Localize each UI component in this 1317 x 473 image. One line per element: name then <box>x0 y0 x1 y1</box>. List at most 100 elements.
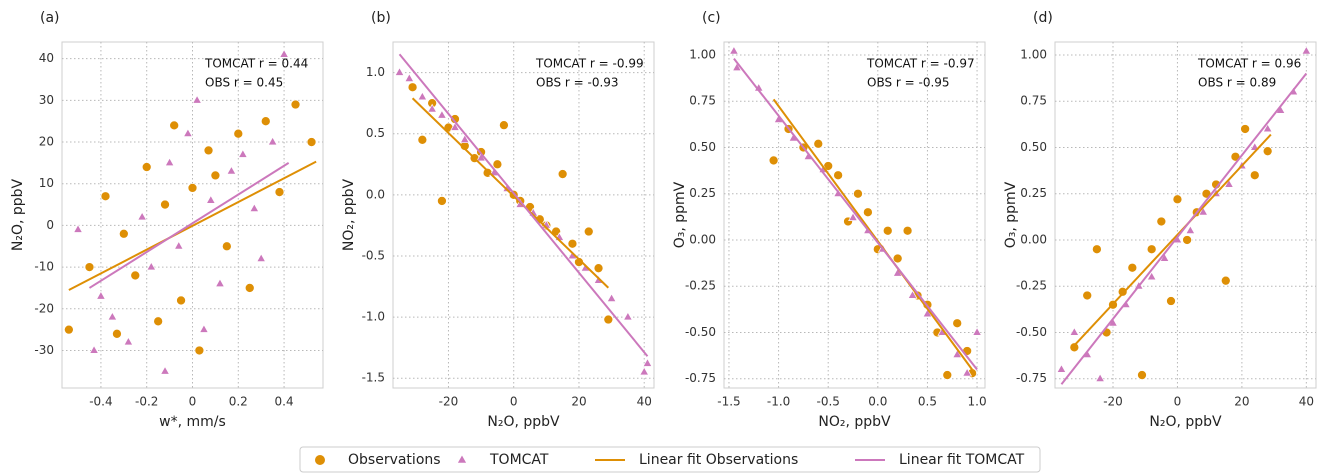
triangle-point <box>160 365 170 375</box>
triangle-point <box>123 336 134 346</box>
triangle-point <box>183 128 193 137</box>
annotation: OBS r = -0.95 <box>867 76 950 90</box>
annotation: TOMCAT r = 0.96 <box>1197 57 1301 71</box>
triangle-point <box>639 366 650 376</box>
circle-point <box>141 162 152 172</box>
circle-point <box>260 116 271 127</box>
triangle-point <box>1056 363 1067 373</box>
circle-point <box>100 191 111 202</box>
plot-frame <box>723 41 986 389</box>
triangle-point <box>417 91 428 101</box>
circle-point <box>1127 262 1138 273</box>
triangle-point <box>192 94 202 104</box>
triangle-point <box>1069 326 1080 336</box>
x-tick-label: 1.0 <box>968 395 987 409</box>
x-tick-label: -20 <box>1103 395 1123 409</box>
annotation: OBS r = -0.93 <box>536 76 619 90</box>
triangle-point <box>137 211 148 221</box>
x-tick-label: 20 <box>1234 395 1249 409</box>
circle-point <box>306 137 317 147</box>
triangle-point <box>1198 206 1209 216</box>
x-tick-label: 0 <box>510 395 518 409</box>
circle-point <box>203 145 214 156</box>
triangle-point <box>89 344 99 354</box>
circle-point <box>233 128 244 139</box>
triangle-point <box>173 240 184 250</box>
circle-point <box>118 228 129 239</box>
y-tick-label: 40 <box>39 51 54 65</box>
triangle-point <box>437 109 447 119</box>
y-tick-label: -0.5 <box>362 248 385 262</box>
circle-point <box>1182 235 1192 245</box>
y-tick-label: -0.50 <box>1016 325 1047 339</box>
x-tick-label: 40 <box>1299 395 1314 409</box>
x-axis-label: NO₂, ppbV <box>818 414 891 430</box>
y-tick-label: 1.00 <box>689 47 716 61</box>
panel-label: (b) <box>371 10 391 26</box>
triangle-point <box>459 134 470 144</box>
y-axis-label: N₂O, ppbV <box>10 178 26 251</box>
triangle-point <box>1301 45 1312 55</box>
triangle-point <box>164 157 175 167</box>
circle-point <box>176 295 186 306</box>
circle-point <box>863 207 873 218</box>
fit-line <box>88 162 290 289</box>
triangle-point <box>1224 178 1234 188</box>
legend-label: Linear fit Observations <box>639 452 798 468</box>
circle-point <box>492 159 503 170</box>
triangle-point <box>729 45 739 55</box>
y-tick-label: -1.5 <box>362 371 385 385</box>
circle-point <box>1220 275 1231 286</box>
triangle-point <box>279 48 289 58</box>
y-tick-label: -30 <box>34 343 54 357</box>
panel-label: (c) <box>702 10 721 26</box>
fit-line <box>411 97 610 289</box>
y-tick-label: -0.50 <box>685 325 716 339</box>
annotation: OBS r = 0.89 <box>1198 76 1276 90</box>
circle-point <box>1249 170 1260 181</box>
y-tick-label: -1.0 <box>362 310 385 324</box>
circle-point <box>892 253 903 264</box>
y-axis-label: O₃, ppmV <box>1003 181 1019 248</box>
y-tick-label: 0.75 <box>689 94 716 108</box>
circle-point <box>210 170 221 181</box>
y-tick-label: 0.00 <box>1020 232 1047 246</box>
circle-point <box>153 316 164 327</box>
legend <box>299 446 1041 473</box>
y-tick-label: 0.50 <box>689 140 716 154</box>
y-tick-label: 0.5 <box>366 126 385 140</box>
circle-point <box>407 82 418 93</box>
y-tick-label: -10 <box>34 260 54 274</box>
x-tick-label: -20 <box>439 395 459 409</box>
circle-point <box>1262 146 1273 157</box>
circle-point <box>112 328 122 339</box>
triangle-point <box>848 212 858 222</box>
circle-point <box>1117 286 1128 297</box>
x-axis-label: N₂O, ppbV <box>1149 414 1222 430</box>
triangle-point <box>146 261 157 271</box>
plot-frame <box>1054 41 1317 389</box>
triangle-point <box>1095 373 1106 382</box>
circle-point <box>84 262 95 272</box>
circle-point <box>853 188 863 199</box>
triangle-point <box>622 311 633 321</box>
panel-label: (d) <box>1033 10 1053 26</box>
circle-point <box>1137 370 1147 380</box>
circle-point <box>169 120 180 131</box>
circle-point <box>583 226 594 237</box>
annotation: OBS r = 0.45 <box>205 76 283 90</box>
y-tick-label: 0.25 <box>1020 186 1047 200</box>
fit-line <box>398 53 649 357</box>
triangle-point <box>606 293 617 302</box>
triangle-point <box>404 73 415 82</box>
circle-point <box>603 314 614 325</box>
y-tick-label: 0.50 <box>1020 140 1047 154</box>
circle-point <box>942 370 953 380</box>
fit-line <box>68 160 317 291</box>
circle-point <box>187 183 198 193</box>
legend-marker <box>456 453 468 464</box>
circle-point <box>221 241 232 252</box>
y-tick-label: 0 <box>46 218 54 232</box>
triangle-point <box>962 367 973 377</box>
x-tick-label: 0.2 <box>229 395 248 409</box>
